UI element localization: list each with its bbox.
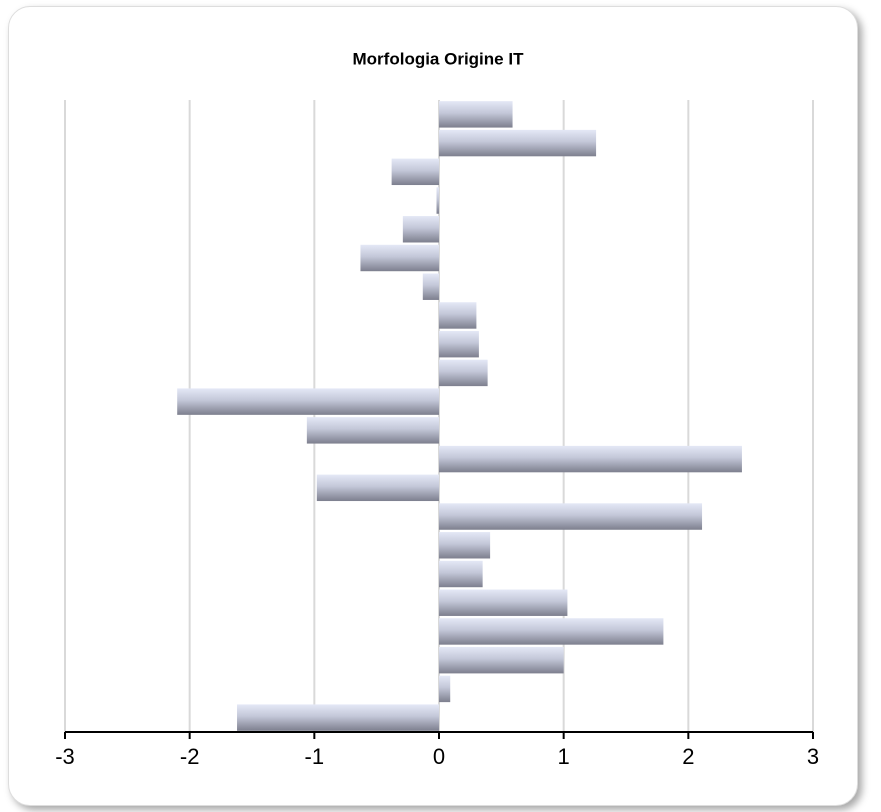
x-tick-label: 2 [682, 744, 694, 769]
bar [439, 129, 597, 157]
x-tick-label: 0 [433, 744, 445, 769]
x-tick-label: -3 [55, 744, 75, 769]
bar [402, 216, 439, 243]
bar [177, 388, 439, 415]
bar [436, 187, 439, 214]
x-tick-label: 3 [807, 744, 819, 769]
bar [439, 675, 451, 703]
x-tick-label: -1 [305, 744, 325, 769]
bar [391, 158, 439, 186]
bar [306, 417, 439, 444]
bar [439, 359, 488, 387]
chart-title: Morfologia Origine IT [353, 49, 525, 68]
bar [439, 532, 491, 559]
bar [439, 646, 564, 674]
bar [439, 302, 477, 329]
x-tick-label: -2 [180, 744, 200, 769]
bar [439, 101, 513, 128]
bar [439, 618, 664, 645]
x-tick-label: 1 [558, 744, 570, 769]
bar [360, 244, 439, 272]
bar [422, 273, 439, 300]
bar [439, 589, 568, 616]
bar [439, 560, 483, 588]
bar [237, 704, 439, 731]
bar [439, 330, 479, 358]
bar [316, 474, 439, 502]
bar [439, 503, 703, 530]
bar [439, 445, 742, 473]
